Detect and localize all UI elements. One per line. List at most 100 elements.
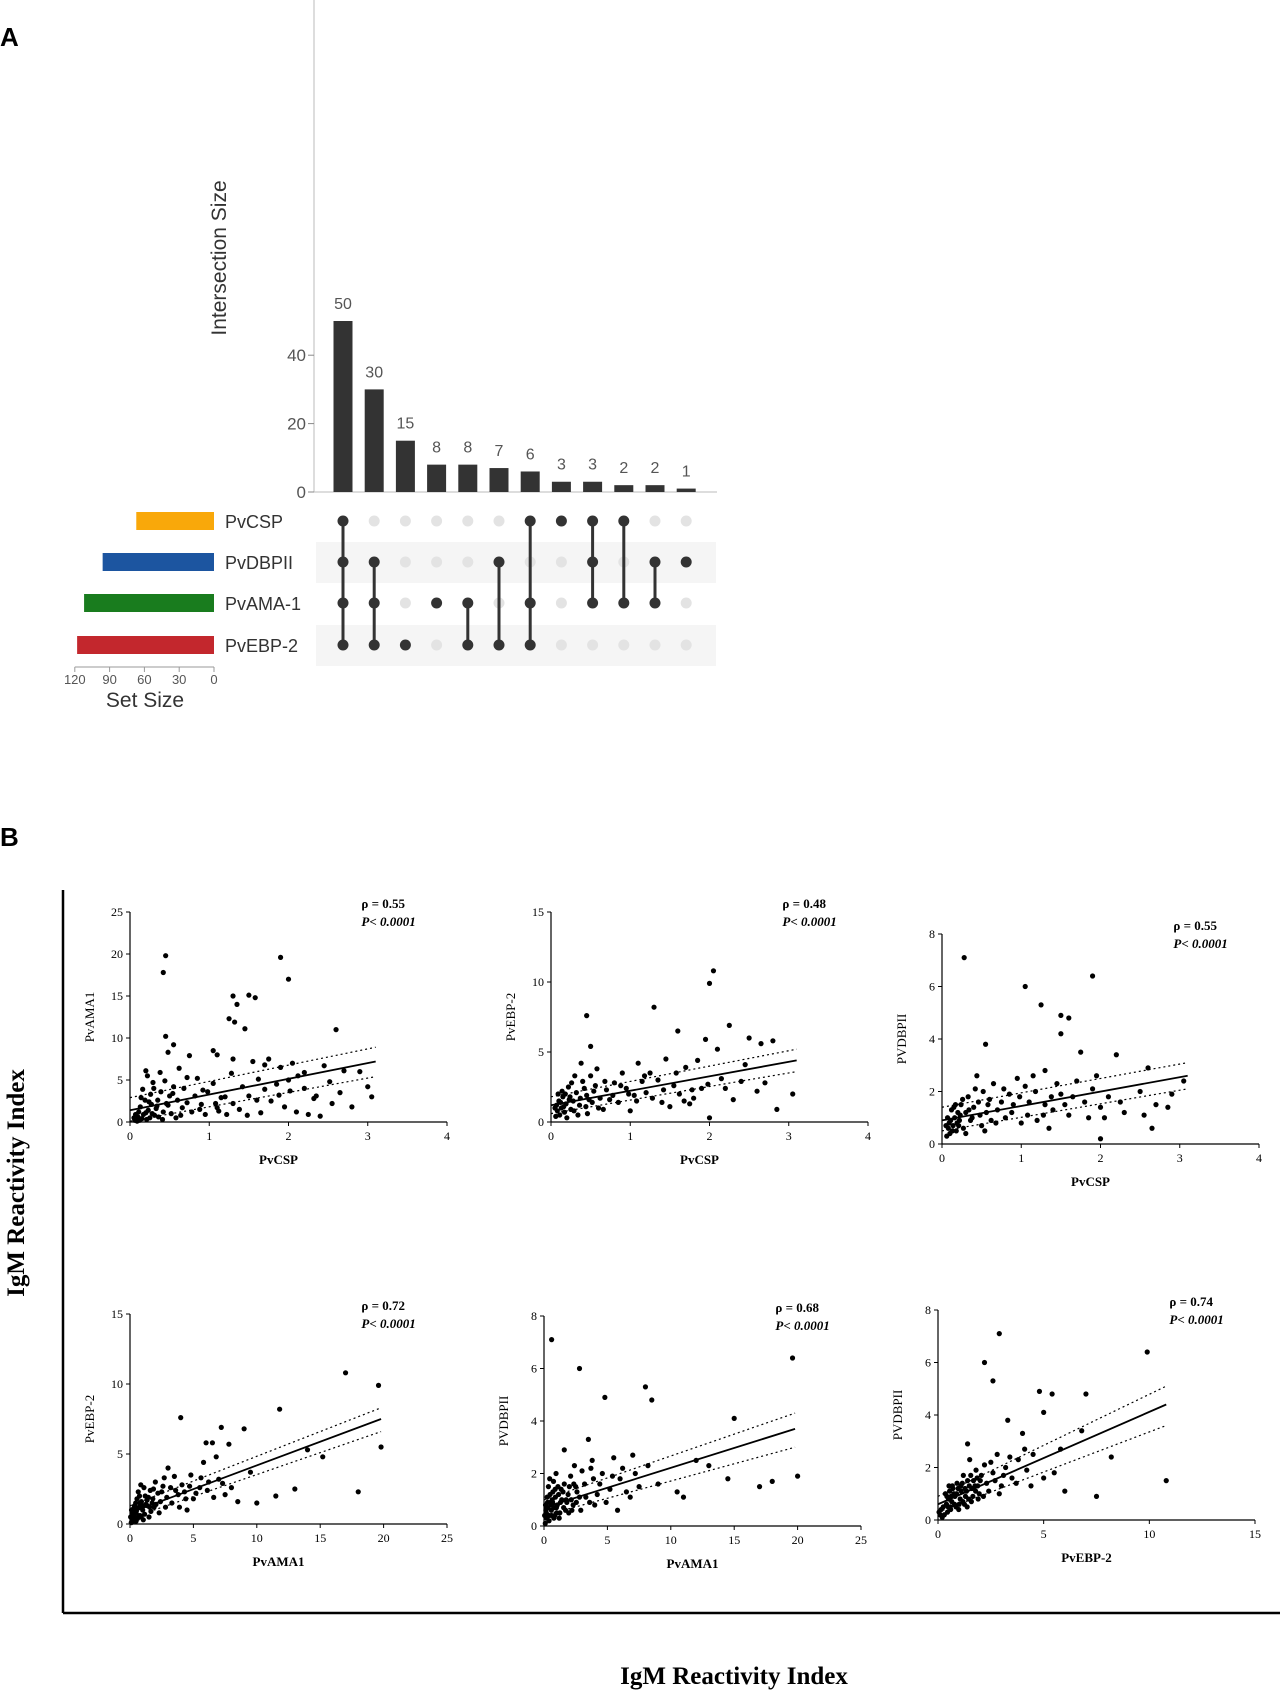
data-point (140, 1507, 146, 1513)
x-tick-label: 0 (935, 1527, 941, 1541)
set-size-tick-label: 30 (172, 672, 186, 687)
data-point (975, 1099, 982, 1105)
intersection-bar (551, 481, 571, 492)
data-point (1022, 1446, 1028, 1452)
data-point (170, 1090, 176, 1097)
data-point (349, 1104, 355, 1110)
x-axis-title: PvCSP (1071, 1174, 1110, 1189)
data-point (968, 1499, 974, 1505)
data-point (581, 1481, 588, 1487)
data-point (730, 1097, 736, 1103)
data-point (193, 1490, 199, 1496)
data-point (974, 1475, 980, 1481)
data-point (375, 1382, 382, 1388)
data-point (1097, 1104, 1104, 1110)
matrix-dot-empty (649, 639, 661, 651)
data-point (770, 1038, 776, 1044)
data-point (1066, 1015, 1072, 1021)
data-point (645, 1463, 651, 1469)
data-point (607, 1486, 613, 1492)
matrix-dot-empty (431, 515, 443, 527)
set-size-bar (77, 636, 215, 654)
data-point (132, 1510, 138, 1516)
data-point (561, 1109, 568, 1115)
data-point (790, 1091, 796, 1097)
matrix-dot-filled (337, 556, 349, 568)
x-tick-label: 15 (728, 1533, 740, 1547)
data-point (1181, 1078, 1187, 1084)
data-point (572, 1073, 578, 1079)
ci-lower-line (941, 1088, 1188, 1132)
data-point (159, 1116, 166, 1123)
data-point (998, 1099, 1005, 1105)
matrix-dot-filled (587, 515, 599, 527)
data-point (228, 1070, 235, 1076)
data-point (600, 1106, 606, 1112)
ci-upper-line (941, 1062, 1188, 1108)
set-name-label: PvAMA-1 (225, 594, 301, 614)
data-point (588, 1465, 594, 1471)
data-point (1036, 1388, 1043, 1394)
ci-lower-line (129, 1431, 382, 1519)
data-point (218, 1424, 224, 1430)
data-point (311, 1095, 317, 1102)
data-point (148, 1091, 154, 1097)
data-point (1026, 1099, 1032, 1105)
data-point (943, 1123, 949, 1129)
data-point (681, 1098, 687, 1104)
x-tick-label: 2 (286, 1129, 292, 1143)
matrix-dot-empty (649, 515, 661, 527)
data-point (969, 1115, 975, 1121)
data-point (546, 1512, 552, 1519)
data-point (710, 968, 717, 974)
matrix-dot-filled (337, 639, 349, 651)
data-point (762, 1080, 768, 1086)
data-point (1078, 1049, 1084, 1055)
data-point (623, 1085, 629, 1091)
x-axis-title: PvAMA1 (253, 1554, 305, 1569)
data-point (295, 1073, 301, 1079)
data-point (163, 953, 169, 959)
data-point (305, 1111, 311, 1118)
data-point (236, 1106, 242, 1112)
data-point (155, 1097, 161, 1103)
ci-lower-line (937, 1424, 1167, 1513)
data-point (957, 1112, 963, 1118)
data-point (1005, 1417, 1011, 1423)
data-point (228, 1485, 235, 1491)
data-point (552, 1105, 558, 1111)
p-value-annotation: P< 0.0001 (361, 914, 415, 929)
data-point (982, 1041, 989, 1047)
y-tick-label: 0 (531, 1519, 537, 1533)
scatter-plot-3: 0 1 2 3 4 0 2 4 6 8 PvCSP PVDBPII ρ = 0.55 P< 0.0001 (894, 918, 1262, 1189)
panel-a-label: A (0, 22, 19, 52)
data-point (706, 980, 713, 987)
data-point (160, 1483, 166, 1489)
data-point (1058, 1091, 1064, 1097)
data-point (281, 1104, 288, 1110)
data-point (250, 1058, 256, 1065)
data-point (1079, 1428, 1085, 1434)
y-tick-label: 15 (532, 905, 544, 919)
data-point (365, 1084, 371, 1090)
matrix-dot-filled (587, 556, 599, 568)
data-point (571, 1108, 577, 1114)
data-point (146, 1514, 152, 1520)
data-point (649, 1397, 655, 1403)
rho-annotation: ρ = 0.48 (782, 896, 826, 911)
data-point (134, 1496, 140, 1502)
data-point (953, 1128, 959, 1134)
data-point (981, 1462, 988, 1468)
data-point (557, 1112, 563, 1118)
data-point (611, 1455, 617, 1461)
data-point (1145, 1065, 1151, 1071)
data-point (970, 1478, 977, 1484)
set-size-bar (136, 512, 214, 530)
data-point (165, 1102, 171, 1108)
data-point (974, 1073, 980, 1079)
y-tick-label: 0 (297, 483, 306, 502)
data-point (993, 1120, 999, 1126)
data-point (617, 1476, 623, 1482)
set-size-tick-label: 90 (102, 672, 116, 687)
y-tick-label: 0 (538, 1115, 544, 1129)
